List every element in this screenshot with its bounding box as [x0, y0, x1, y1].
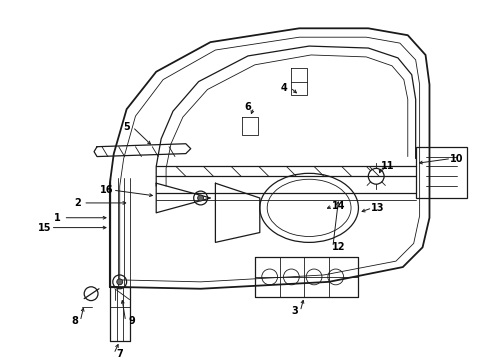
Text: 12: 12 — [332, 242, 345, 252]
Text: 5: 5 — [123, 122, 130, 132]
Text: 4: 4 — [281, 82, 288, 93]
Text: 3: 3 — [291, 306, 298, 316]
Text: 2: 2 — [74, 198, 81, 208]
Text: 6: 6 — [245, 102, 251, 112]
Text: 14: 14 — [332, 201, 345, 211]
Text: 7: 7 — [116, 349, 123, 359]
Circle shape — [117, 279, 122, 285]
Text: 8: 8 — [71, 316, 78, 326]
Text: 16: 16 — [100, 185, 114, 195]
Circle shape — [197, 195, 203, 201]
Text: 10: 10 — [450, 153, 464, 163]
Text: 13: 13 — [371, 203, 385, 213]
Bar — [416, 147, 467, 198]
Text: 9: 9 — [128, 316, 135, 326]
Text: 1: 1 — [54, 213, 61, 223]
Text: 11: 11 — [381, 161, 395, 171]
Text: 15: 15 — [38, 222, 51, 233]
